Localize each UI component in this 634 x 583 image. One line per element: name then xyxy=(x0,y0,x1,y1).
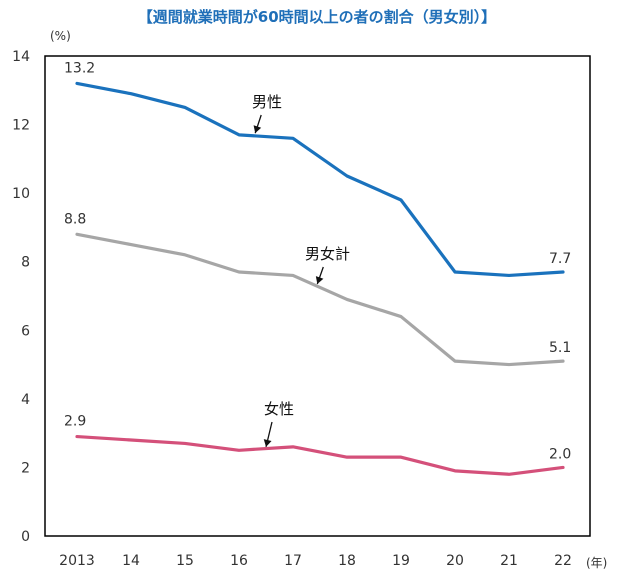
series-line xyxy=(75,434,565,476)
x-tick-label: 14 xyxy=(122,553,140,569)
data-label: 5.1 xyxy=(549,340,571,356)
x-tick-label: 18 xyxy=(338,553,356,569)
data-label: 7.7 xyxy=(549,251,571,267)
x-axis-unit: (年) xyxy=(586,556,607,570)
data-label: 2.0 xyxy=(549,446,571,462)
x-tick-label: 17 xyxy=(284,553,302,569)
data-label: 2.9 xyxy=(64,414,86,430)
series-line xyxy=(75,81,565,278)
y-axis-unit: (%) xyxy=(50,29,71,43)
y-tick-label: 14 xyxy=(12,49,30,65)
callout-arrowhead xyxy=(315,276,324,284)
x-tick-label: 19 xyxy=(392,553,410,569)
y-tick-label: 8 xyxy=(21,255,30,271)
x-tick-label: 2013 xyxy=(59,553,95,569)
callout-arrowhead xyxy=(263,439,272,447)
callout-arrowhead xyxy=(253,125,262,134)
x-tick-label: 15 xyxy=(176,553,194,569)
plot-frame xyxy=(44,55,591,537)
y-tick-label: 12 xyxy=(12,118,30,134)
data-label: 13.2 xyxy=(64,60,95,76)
data-label: 8.8 xyxy=(64,211,86,227)
y-tick-label: 0 xyxy=(21,529,30,545)
series-name-label: 女性 xyxy=(264,400,294,418)
x-tick-label: 21 xyxy=(500,553,518,569)
y-tick-label: 10 xyxy=(12,186,30,202)
series-name-label: 男性 xyxy=(252,93,282,111)
series-line xyxy=(75,232,565,367)
x-tick-label: 16 xyxy=(230,553,248,569)
x-tick-label: 22 xyxy=(554,553,572,569)
y-tick-label: 6 xyxy=(21,323,30,339)
chart-title: 【週間就業時間が60時間以上の者の割合（男女別）】 xyxy=(137,8,497,26)
y-tick-label: 2 xyxy=(21,460,30,476)
x-tick-label: 20 xyxy=(446,553,464,569)
series-name-label: 男女計 xyxy=(305,245,350,263)
y-tick-label: 4 xyxy=(21,392,30,408)
